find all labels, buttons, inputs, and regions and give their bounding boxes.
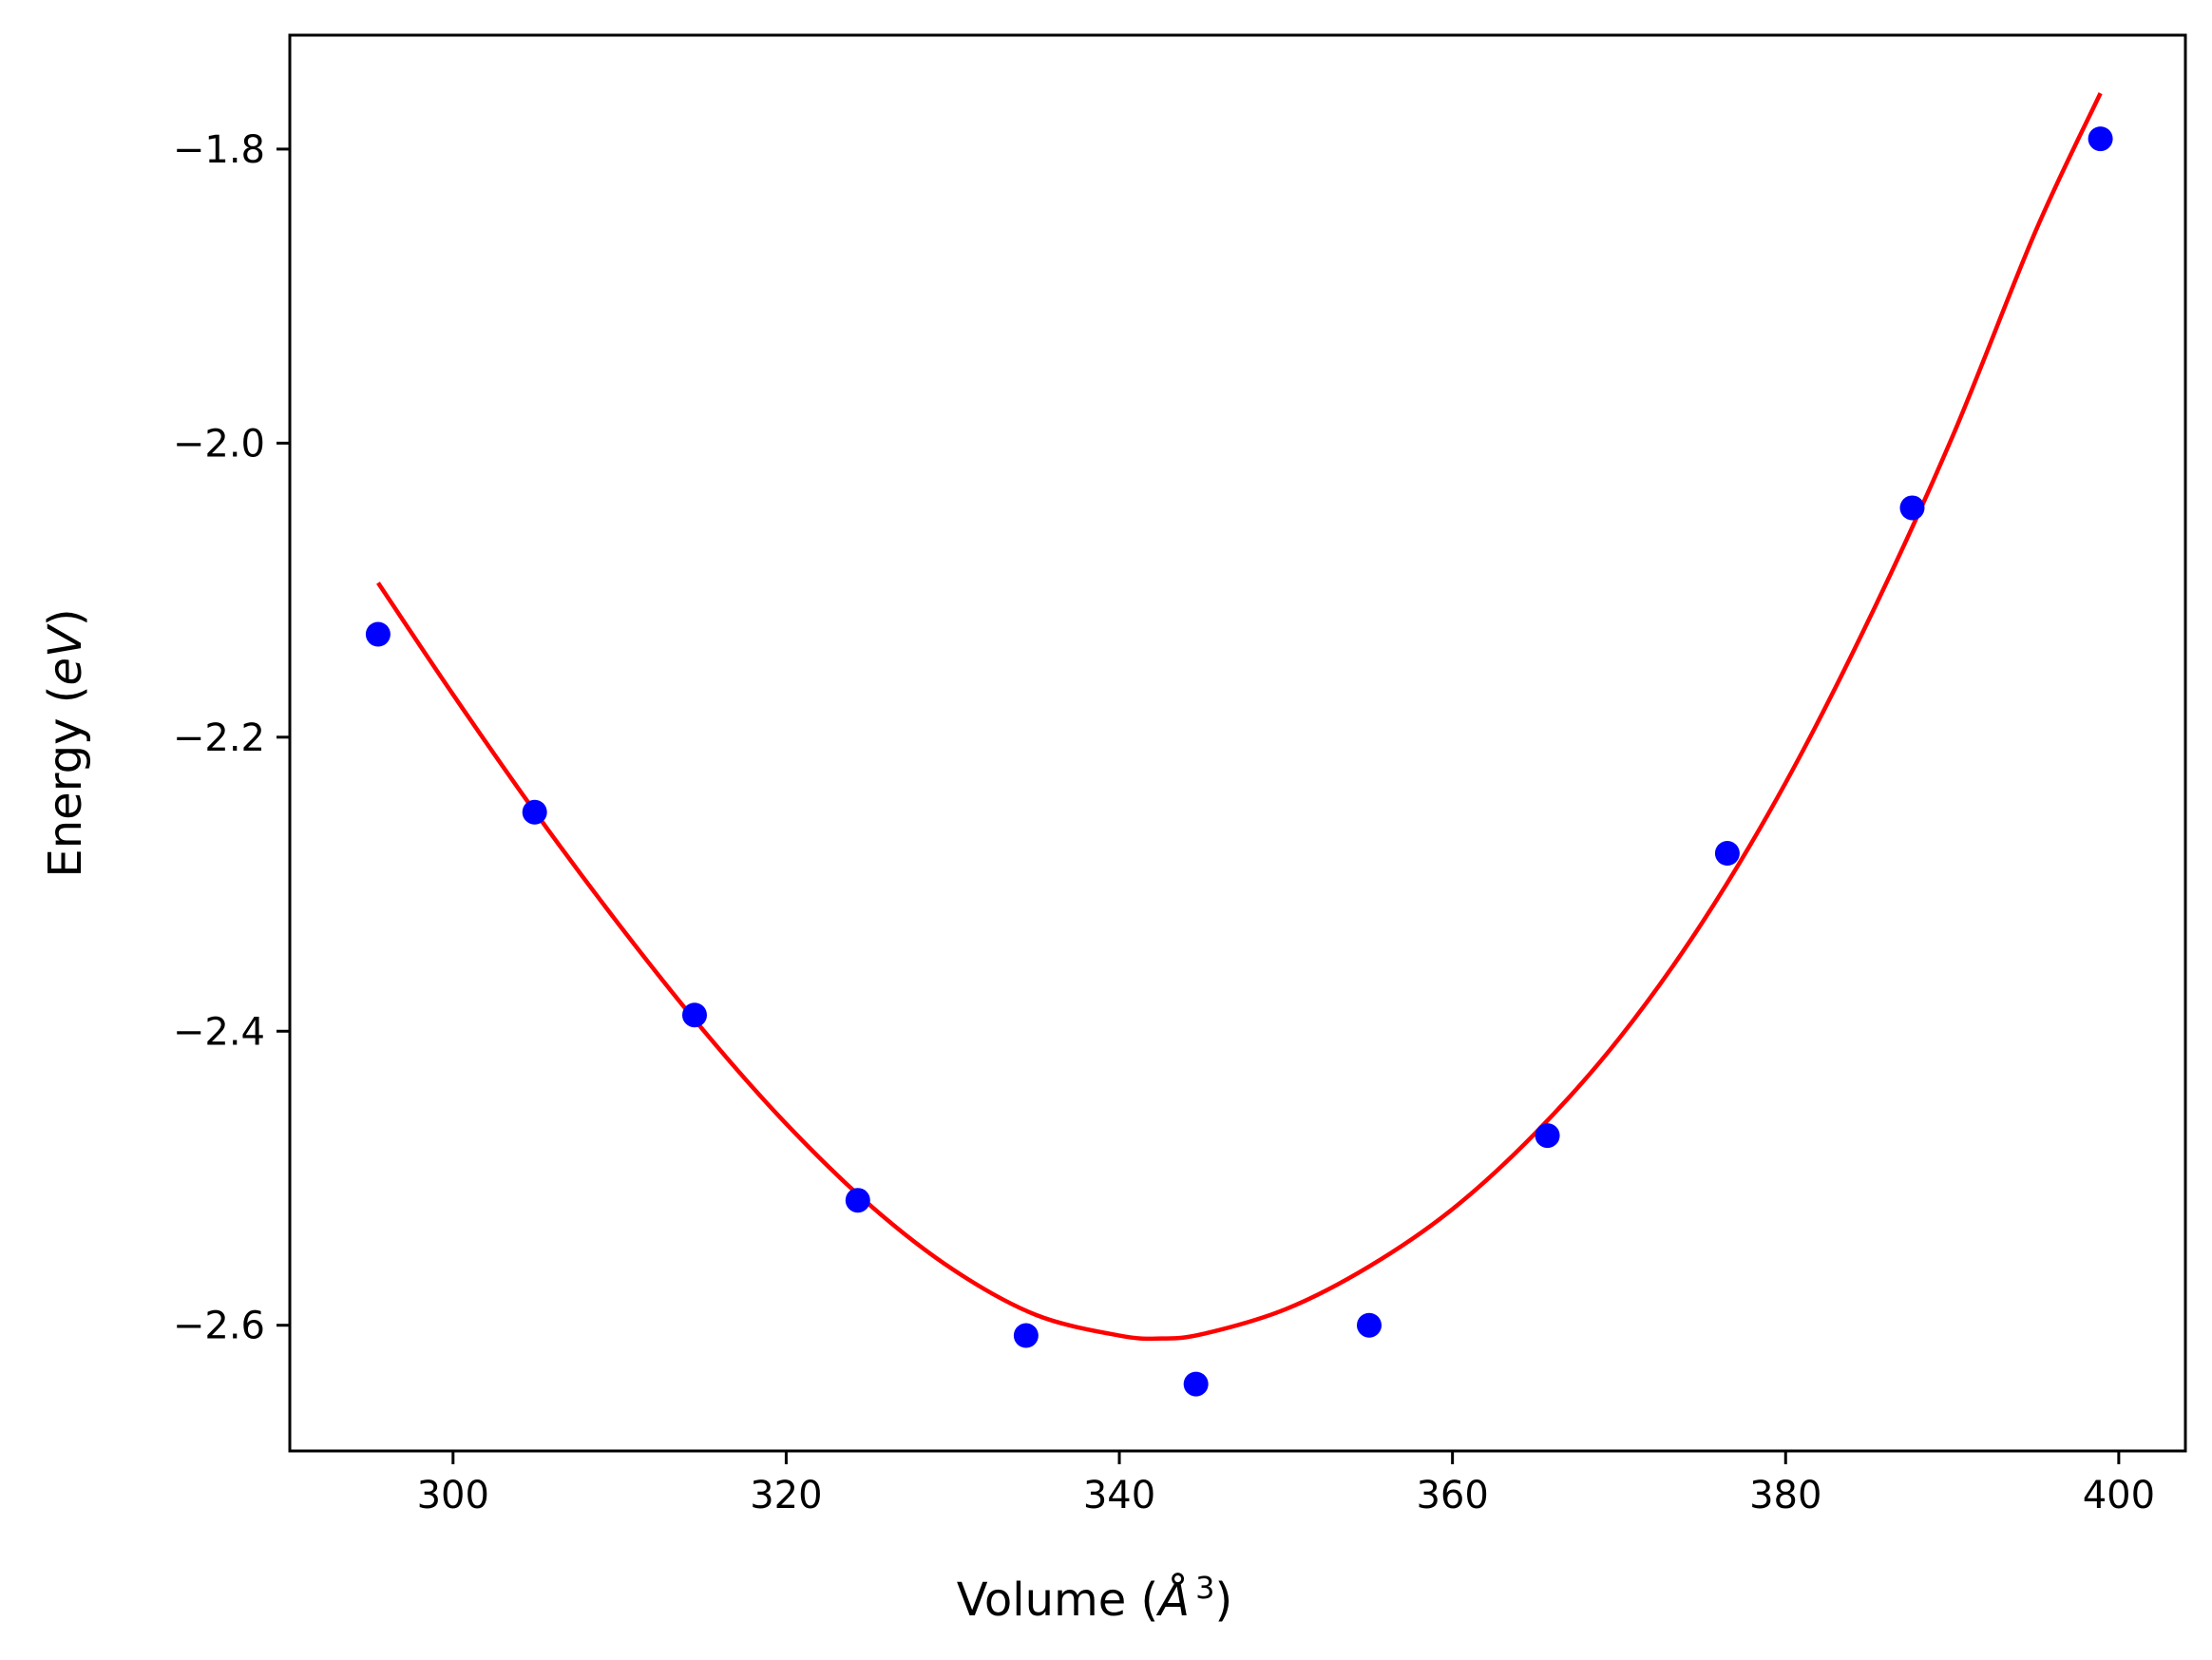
y-axis-label-suffix: ) — [39, 608, 92, 626]
y-axis-label: Energy (eV) — [39, 608, 92, 877]
x-axis-label-symbol: Å — [1155, 1573, 1190, 1627]
data-point — [1356, 1312, 1382, 1338]
data-point — [1535, 1123, 1560, 1149]
data-point — [365, 621, 391, 647]
data-points-layer — [365, 126, 2113, 1397]
fit-curve-layer — [376, 92, 2103, 1342]
x-tick-label: 400 — [2083, 1474, 2155, 1517]
x-tick-label: 360 — [1416, 1474, 1488, 1517]
x-axis-label-suffix: ) — [1214, 1574, 1232, 1627]
x-tick-label: 380 — [1749, 1474, 1821, 1517]
data-point — [845, 1188, 870, 1213]
x-tick-label: 300 — [417, 1474, 489, 1517]
y-axis-label-symbol: eV — [39, 623, 92, 686]
x-tick-label: 320 — [750, 1474, 822, 1517]
x-axis-label-superscript: 3 — [1195, 1570, 1214, 1606]
data-point — [1183, 1371, 1209, 1397]
y-axis-ticks: −1.8 −2.0 −2.2 −2.4 −2.6 — [173, 128, 290, 1348]
y-tick-label: −2.0 — [173, 422, 265, 466]
y-axis-label-prefix: Energy ( — [39, 686, 92, 878]
y-tick-label: −2.2 — [173, 716, 265, 760]
data-point — [1714, 841, 1740, 867]
data-point — [681, 1002, 707, 1028]
x-axis-label: Volume (Å 3) — [957, 1570, 1232, 1627]
x-tick-label: 340 — [1083, 1474, 1155, 1517]
plot-frame — [288, 33, 2187, 1453]
y-tick-label: −1.8 — [173, 128, 265, 172]
y-tick-label: −2.4 — [173, 1010, 265, 1054]
x-axis-label-prefix: Volume ( — [957, 1574, 1159, 1627]
data-point — [2088, 126, 2113, 152]
data-point — [1899, 495, 1925, 521]
y-tick-label: −2.6 — [173, 1305, 265, 1348]
fit-curve-line — [376, 92, 2103, 1342]
x-axis-ticks: 300 320 340 360 380 400 — [417, 1451, 2155, 1517]
data-point — [522, 799, 547, 825]
data-point — [1013, 1323, 1039, 1348]
